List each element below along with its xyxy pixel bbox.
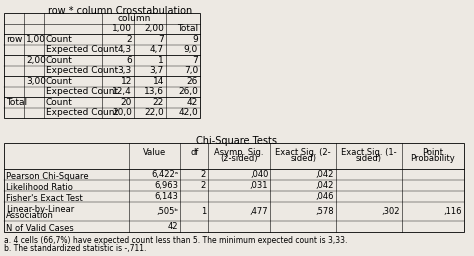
Text: Count: Count <box>46 98 73 107</box>
Text: 20,0: 20,0 <box>112 108 132 117</box>
Text: Expected Count: Expected Count <box>46 87 118 96</box>
Text: 42: 42 <box>187 98 198 107</box>
Text: 6,143: 6,143 <box>155 192 178 201</box>
Text: Expected Count: Expected Count <box>46 45 118 54</box>
Text: row: row <box>6 35 22 44</box>
Text: 9: 9 <box>192 35 198 44</box>
Text: 12: 12 <box>120 77 132 86</box>
Text: ,042: ,042 <box>316 181 334 190</box>
Text: sided): sided) <box>290 154 316 163</box>
Text: 6: 6 <box>126 56 132 65</box>
Text: 2: 2 <box>201 181 206 190</box>
Text: Total: Total <box>6 98 27 107</box>
Text: ,046: ,046 <box>316 192 334 201</box>
Text: ,031: ,031 <box>250 181 268 190</box>
Text: 22: 22 <box>153 98 164 107</box>
Bar <box>4 13 200 118</box>
Text: (2-sided): (2-sided) <box>220 154 258 163</box>
Text: 26: 26 <box>187 77 198 86</box>
Text: Point: Point <box>422 148 443 157</box>
Text: 1,00: 1,00 <box>26 35 46 44</box>
Text: Expected Count: Expected Count <box>46 66 118 75</box>
Text: Count: Count <box>46 35 73 44</box>
Text: 14: 14 <box>153 77 164 86</box>
Text: 1: 1 <box>158 56 164 65</box>
Text: a. 4 cells (66,7%) have expected count less than 5. The minimum expected count i: a. 4 cells (66,7%) have expected count l… <box>4 236 347 245</box>
Text: 42,0: 42,0 <box>178 108 198 117</box>
Text: N of Valid Cases: N of Valid Cases <box>6 224 74 233</box>
Text: Value: Value <box>143 148 166 157</box>
Text: Probability: Probability <box>410 154 455 163</box>
Text: 4,7: 4,7 <box>150 45 164 54</box>
Text: ,578: ,578 <box>315 207 334 216</box>
Text: b. The standardized statistic is -,711.: b. The standardized statistic is -,711. <box>4 244 146 253</box>
Text: 13,6: 13,6 <box>144 87 164 96</box>
Text: 20: 20 <box>120 98 132 107</box>
Text: 3,00: 3,00 <box>26 77 46 86</box>
Text: 1: 1 <box>201 207 206 216</box>
Text: column: column <box>117 14 151 23</box>
Text: 22,0: 22,0 <box>144 108 164 117</box>
Text: Fisher's Exact Test: Fisher's Exact Test <box>6 194 83 203</box>
Text: Exact Sig. (2-: Exact Sig. (2- <box>275 148 331 157</box>
Bar <box>4 143 464 232</box>
Text: Pearson Chi-Square: Pearson Chi-Square <box>6 172 89 181</box>
Text: 3,3: 3,3 <box>118 66 132 75</box>
Text: Exact Sig. (1-: Exact Sig. (1- <box>341 148 397 157</box>
Text: 12,4: 12,4 <box>112 87 132 96</box>
Text: 2: 2 <box>201 170 206 179</box>
Text: 4,3: 4,3 <box>118 45 132 54</box>
Text: Count: Count <box>46 56 73 65</box>
Text: ,116: ,116 <box>444 207 462 216</box>
Text: ,477: ,477 <box>250 207 268 216</box>
Text: sided): sided) <box>356 154 382 163</box>
Text: df: df <box>190 148 199 157</box>
Text: 2,00: 2,00 <box>26 56 46 65</box>
Text: 26,0: 26,0 <box>178 87 198 96</box>
Text: 42: 42 <box>168 222 178 231</box>
Text: 7: 7 <box>158 35 164 44</box>
Text: ,040: ,040 <box>250 170 268 179</box>
Text: 7: 7 <box>192 56 198 65</box>
Text: Expected Count: Expected Count <box>46 108 118 117</box>
Text: Asymp. Sig.: Asymp. Sig. <box>214 148 264 157</box>
Text: Linear-by-Linear: Linear-by-Linear <box>6 205 74 214</box>
Text: Count: Count <box>46 77 73 86</box>
Text: 2,00: 2,00 <box>144 24 164 33</box>
Text: 7,0: 7,0 <box>184 66 198 75</box>
Text: row * column Crosstabulation: row * column Crosstabulation <box>48 6 192 16</box>
Text: 6,422ᵃ: 6,422ᵃ <box>151 170 178 179</box>
Text: 6,963: 6,963 <box>155 181 178 190</box>
Text: Association: Association <box>6 211 54 220</box>
Text: Total: Total <box>177 24 198 33</box>
Text: ,042: ,042 <box>316 170 334 179</box>
Text: 9,0: 9,0 <box>184 45 198 54</box>
Text: Chi-Square Tests: Chi-Square Tests <box>197 136 277 146</box>
Text: 3,7: 3,7 <box>150 66 164 75</box>
Text: ,302: ,302 <box>381 207 400 216</box>
Text: Likelihood Ratio: Likelihood Ratio <box>6 183 73 192</box>
Text: 1,00: 1,00 <box>112 24 132 33</box>
Text: ,505ᵇ: ,505ᵇ <box>156 207 178 216</box>
Text: 2: 2 <box>127 35 132 44</box>
